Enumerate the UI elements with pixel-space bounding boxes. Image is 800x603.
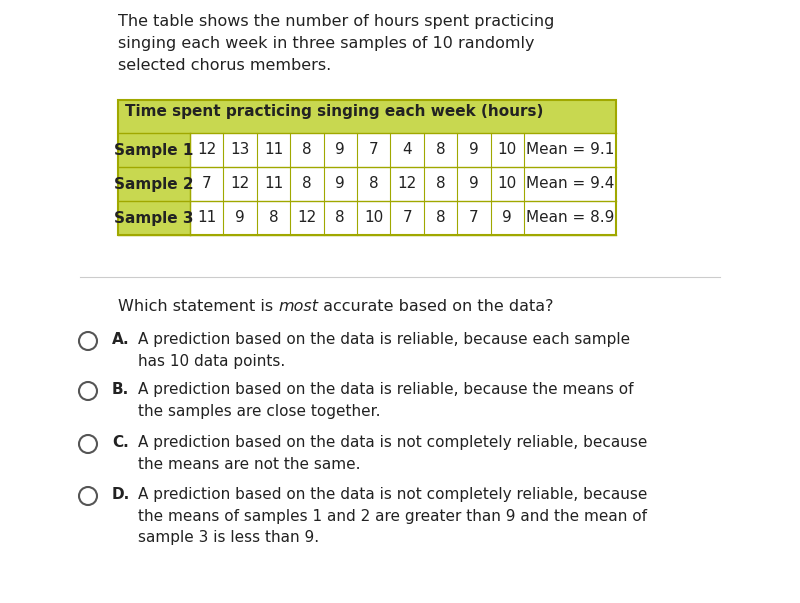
Text: 12: 12 <box>197 142 216 157</box>
Text: 8: 8 <box>269 210 278 226</box>
Text: most: most <box>278 299 318 314</box>
Text: 8: 8 <box>302 142 312 157</box>
Bar <box>190 133 616 167</box>
Text: Mean = 9.1: Mean = 9.1 <box>526 142 614 157</box>
Text: Time spent practicing singing each week (hours): Time spent practicing singing each week … <box>125 104 543 119</box>
Text: Which statement is: Which statement is <box>118 299 278 314</box>
Text: 12: 12 <box>230 177 250 192</box>
Text: 9: 9 <box>502 210 512 226</box>
Text: The table shows the number of hours spent practicing
singing each week in three : The table shows the number of hours spen… <box>118 14 554 74</box>
Text: 8: 8 <box>436 210 446 226</box>
Text: 9: 9 <box>235 210 245 226</box>
Text: 8: 8 <box>335 210 345 226</box>
Text: D.: D. <box>112 487 130 502</box>
Text: 10: 10 <box>498 177 517 192</box>
Bar <box>118 100 616 235</box>
Text: 8: 8 <box>369 177 378 192</box>
Text: 13: 13 <box>230 142 250 157</box>
Bar <box>118 100 616 133</box>
Text: 10: 10 <box>498 142 517 157</box>
Bar <box>190 201 616 235</box>
Text: 7: 7 <box>402 210 412 226</box>
Text: Mean = 8.9: Mean = 8.9 <box>526 210 614 226</box>
Text: Sample 2: Sample 2 <box>114 177 194 192</box>
Bar <box>118 133 190 167</box>
Text: B.: B. <box>112 382 130 397</box>
Text: 9: 9 <box>335 177 345 192</box>
Text: 11: 11 <box>264 142 283 157</box>
Text: accurate based on the data?: accurate based on the data? <box>318 299 554 314</box>
Text: A prediction based on the data is reliable, because the means of
the samples are: A prediction based on the data is reliab… <box>138 382 634 418</box>
Text: A prediction based on the data is reliable, because each sample
has 10 data poin: A prediction based on the data is reliab… <box>138 332 630 368</box>
Bar <box>118 201 190 235</box>
Text: 9: 9 <box>469 177 478 192</box>
Bar <box>190 167 616 201</box>
Text: 12: 12 <box>398 177 417 192</box>
Text: 8: 8 <box>436 177 446 192</box>
Text: 11: 11 <box>197 210 216 226</box>
Text: Sample 1: Sample 1 <box>114 142 194 157</box>
Text: A prediction based on the data is not completely reliable, because
the means are: A prediction based on the data is not co… <box>138 435 647 472</box>
Text: 10: 10 <box>364 210 383 226</box>
Text: 8: 8 <box>302 177 312 192</box>
Text: 9: 9 <box>469 142 478 157</box>
Text: A.: A. <box>112 332 130 347</box>
Text: C.: C. <box>112 435 129 450</box>
Text: 12: 12 <box>298 210 317 226</box>
Bar <box>118 167 190 201</box>
Text: Sample 3: Sample 3 <box>114 210 194 226</box>
Text: 11: 11 <box>264 177 283 192</box>
Text: 8: 8 <box>436 142 446 157</box>
Text: 7: 7 <box>369 142 378 157</box>
Text: 4: 4 <box>402 142 412 157</box>
Text: 9: 9 <box>335 142 345 157</box>
Text: A prediction based on the data is not completely reliable, because
the means of : A prediction based on the data is not co… <box>138 487 647 545</box>
Text: 7: 7 <box>202 177 211 192</box>
Text: 7: 7 <box>469 210 478 226</box>
Text: Mean = 9.4: Mean = 9.4 <box>526 177 614 192</box>
